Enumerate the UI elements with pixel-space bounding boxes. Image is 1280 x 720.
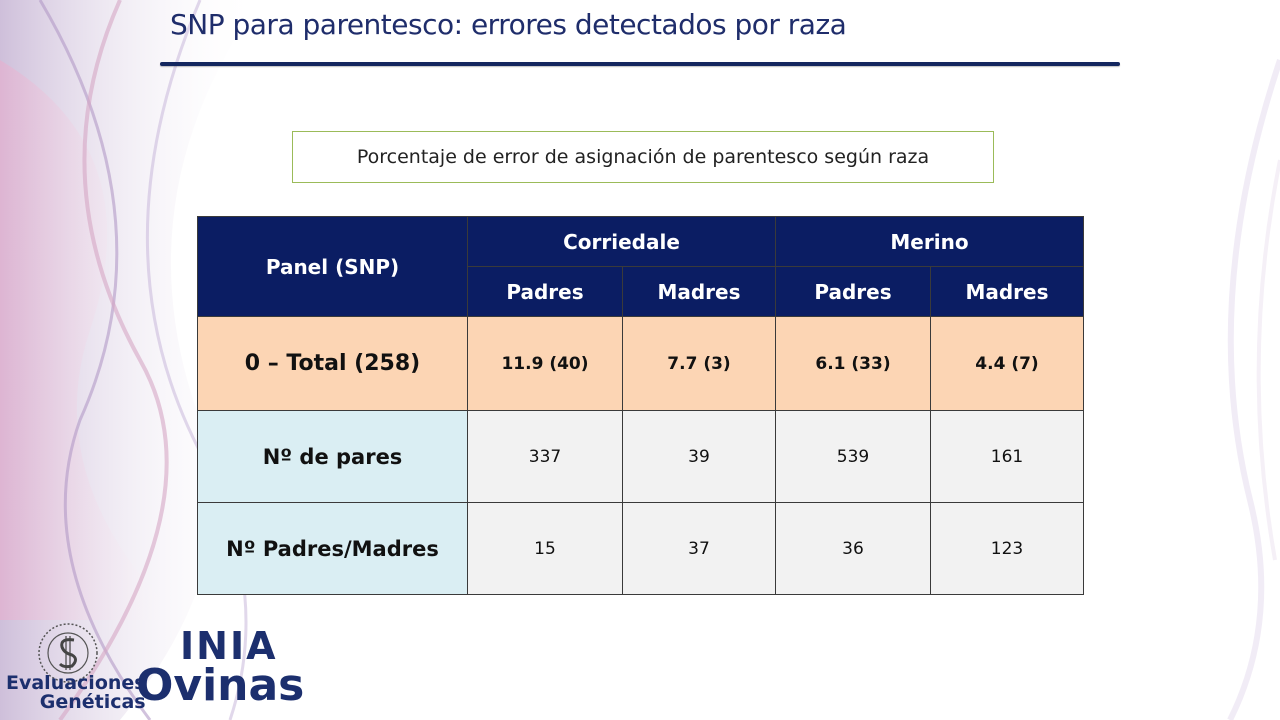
row-label-padres-madres: Nº Padres/Madres (197, 502, 468, 595)
table-cell: 161 (930, 410, 1084, 503)
header-panel-snp: Panel (SNP) (197, 216, 468, 317)
error-table: Panel (SNP) Corriedale Merino Padres Mad… (197, 216, 1084, 595)
table-row: 0 – Total (258) 11.9 (40) 7.7 (3) 6.1 (3… (197, 316, 1084, 411)
logo-eval-line2: Genéticas (39, 691, 146, 713)
title-divider (160, 62, 1120, 66)
subheader-merino-padres: Padres (775, 266, 931, 317)
table-header-row-sub: Padres Madres Padres Madres (198, 266, 1084, 317)
table-row: Nº de pares 337 39 539 161 (197, 410, 1084, 503)
evaluaciones-geneticas-logo: Evaluaciones Genéticas (6, 674, 146, 712)
table-cell: 337 (467, 410, 623, 503)
row-label-total: 0 – Total (258) (197, 316, 468, 411)
subheader-merino-madres: Madres (930, 266, 1084, 317)
seal-logo-icon (38, 623, 98, 683)
table-cell: 39 (622, 410, 776, 503)
subheader-corriedale-padres: Padres (467, 266, 623, 317)
logo-eval-line1: Evaluaciones (6, 672, 146, 694)
table-cell: 36 (775, 502, 931, 595)
table-header-row-groups: Panel (SNP) Corriedale Merino (197, 216, 1084, 317)
table-cell: 539 (775, 410, 931, 503)
table-caption: Porcentaje de error de asignación de par… (292, 131, 994, 183)
header-group-merino: Merino (775, 216, 1084, 267)
slide-title: SNP para parentesco: errores detectados … (170, 8, 847, 41)
subheader-corriedale-madres: Madres (622, 266, 776, 317)
table-cell: 4.4 (7) (930, 316, 1084, 411)
ovinas-logo: Ovinas (136, 660, 305, 711)
inia-logo: INIA (180, 624, 278, 668)
header-group-corriedale: Corriedale (467, 216, 776, 267)
table-cell: 7.7 (3) (622, 316, 776, 411)
table-cell: 37 (622, 502, 776, 595)
table-cell: 6.1 (33) (775, 316, 931, 411)
table-cell: 15 (467, 502, 623, 595)
row-label-pares: Nº de pares (197, 410, 468, 503)
table-row: Nº Padres/Madres 15 37 36 123 (197, 502, 1084, 595)
table-cell: 11.9 (40) (467, 316, 623, 411)
table-cell: 123 (930, 502, 1084, 595)
